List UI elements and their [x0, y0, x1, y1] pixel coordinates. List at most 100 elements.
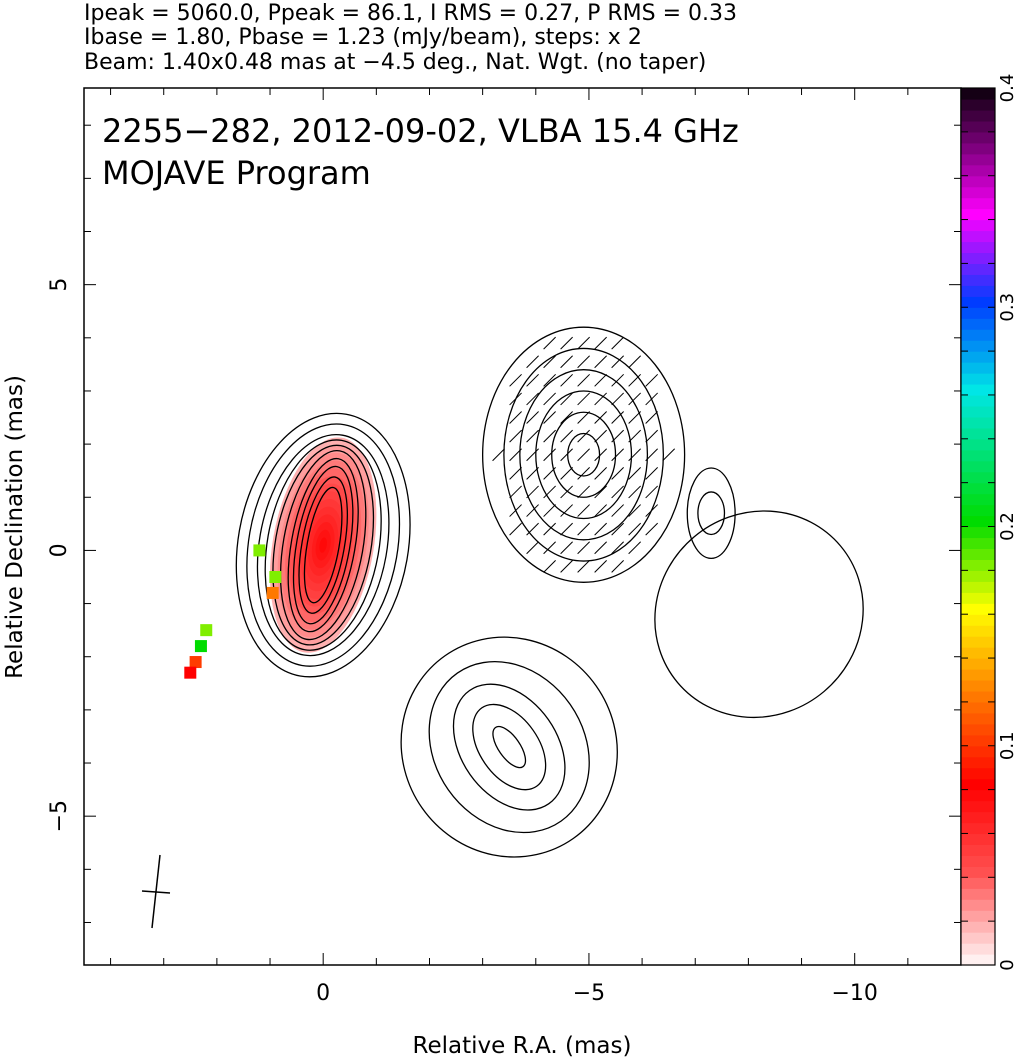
- colorbar-segment: [961, 307, 995, 319]
- evpa-vector: [628, 466, 642, 480]
- colorbar-segment: [961, 679, 995, 692]
- colorbar-segment: [961, 833, 995, 846]
- polarization-pixel: [184, 666, 197, 679]
- colorbar-tick-label: 0.2: [997, 512, 1018, 541]
- contour-core: [272, 444, 375, 646]
- colorbar-segment: [961, 888, 995, 900]
- colorbar-segment: [961, 383, 995, 396]
- colorbar-segment: [961, 274, 995, 286]
- evpa-vector: [543, 485, 556, 499]
- colorbar-segment: [961, 351, 995, 363]
- colorbar-segment: [961, 493, 995, 506]
- evpa-vector: [577, 373, 590, 387]
- evpa-vector: [526, 355, 539, 369]
- contour-jet-knot-north: [551, 411, 617, 498]
- evpa-vector: [560, 485, 573, 499]
- contour-core: [292, 465, 354, 625]
- evpa-vector: [611, 392, 624, 406]
- evpa-vector: [560, 429, 573, 443]
- x-tick-label: 0: [316, 981, 330, 1006]
- plot-frame: [83, 87, 962, 966]
- colorbar-segment: [961, 712, 995, 725]
- colorbar-segment: [961, 548, 995, 560]
- colorbar-segment: [961, 581, 995, 593]
- polarization-pixel: [200, 624, 213, 637]
- evpa-vector: [628, 429, 642, 443]
- evpa-vector: [526, 373, 539, 387]
- contour-jet-knot-south: [492, 725, 527, 769]
- core-polarization-fill: [319, 537, 327, 553]
- colorbar-segment: [961, 932, 995, 944]
- colorbar-segment: [961, 877, 995, 889]
- colorbar-segment: [961, 614, 995, 626]
- colorbar-segment: [961, 592, 995, 604]
- evpa-vector: [611, 448, 624, 462]
- evpa-vector: [577, 522, 590, 536]
- evpa-vector: [611, 541, 624, 555]
- colorbar-tick-label: 0: [997, 959, 1018, 970]
- evpa-vector: [509, 392, 522, 406]
- contour-knot-west: [686, 467, 736, 560]
- polarization-pixel: [189, 656, 202, 669]
- map-title: 2255−282, 2012-09-02, VLBA 15.4 GHz: [102, 112, 739, 150]
- colorbar-segment: [961, 669, 995, 681]
- colorbar-segment: [961, 109, 995, 122]
- colorbar-segment: [961, 296, 995, 308]
- evpa-vector: [543, 541, 556, 555]
- evpa-vector: [577, 485, 590, 499]
- y-tick-label: 0: [47, 543, 72, 557]
- colorbar-segment: [961, 537, 995, 550]
- evpa-vector: [594, 541, 607, 555]
- colorbar-tick-label: 0.4: [997, 74, 1018, 103]
- evpa-vector: [526, 522, 539, 536]
- evpa-vector: [628, 541, 642, 555]
- evpa-vector: [611, 560, 624, 573]
- colorbar-segment: [961, 482, 995, 495]
- evpa-vector: [594, 392, 607, 406]
- colorbar-segment: [961, 800, 995, 813]
- colorbar-segment: [961, 767, 995, 780]
- evpa-vector: [560, 355, 573, 369]
- evpa-vector: [611, 485, 624, 499]
- colorbar-segment: [961, 822, 995, 835]
- colorbar-segment: [961, 855, 995, 867]
- evpa-vector: [662, 448, 676, 462]
- colorbar-segment: [961, 515, 995, 528]
- evpa-vector: [543, 355, 556, 369]
- evpa-vector: [645, 466, 659, 480]
- evpa-vector: [560, 541, 573, 555]
- header-line-1: Ipeak = 5060.0, Ppeak = 86.1, I RMS = 0.…: [84, 1, 737, 26]
- colorbar-segment: [961, 219, 995, 232]
- map-area: [184, 326, 864, 858]
- evpa-vector: [594, 336, 607, 350]
- evpa-vector: [594, 485, 607, 499]
- contour-core: [279, 449, 367, 641]
- colorbar-segment: [961, 559, 995, 571]
- evpa-vector: [577, 560, 590, 573]
- evpa-vector: [611, 411, 624, 424]
- evpa-vector: [645, 522, 659, 536]
- evpa-vector: [543, 429, 556, 443]
- map-subtitle: MOJAVE Program: [102, 154, 371, 192]
- evpa-vector: [594, 429, 607, 443]
- contour-jet-knot-south: [452, 683, 566, 811]
- colorbar-segment: [961, 252, 995, 264]
- colorbar-tick-label: 0.3: [997, 293, 1018, 322]
- colorbar-segment: [961, 570, 995, 582]
- polarization-pixel: [269, 570, 282, 583]
- colorbar: 0 0.1 0.2 0.3 0.4: [960, 74, 1018, 971]
- contour-core: [246, 423, 401, 667]
- evpa-vector: [526, 504, 539, 517]
- colorbar-segment: [961, 142, 995, 155]
- colorbar-segment: [961, 756, 995, 769]
- colorbar-segment: [961, 778, 995, 791]
- colorbar-segment: [961, 745, 995, 758]
- colorbar-segment: [961, 427, 995, 440]
- colorbar-segment: [961, 285, 995, 297]
- colorbar-segment: [961, 647, 995, 659]
- colorbar-segment: [961, 460, 995, 473]
- polarization-pixel: [194, 640, 207, 653]
- beam-marker: [141, 854, 171, 929]
- colorbar-segment: [961, 373, 995, 385]
